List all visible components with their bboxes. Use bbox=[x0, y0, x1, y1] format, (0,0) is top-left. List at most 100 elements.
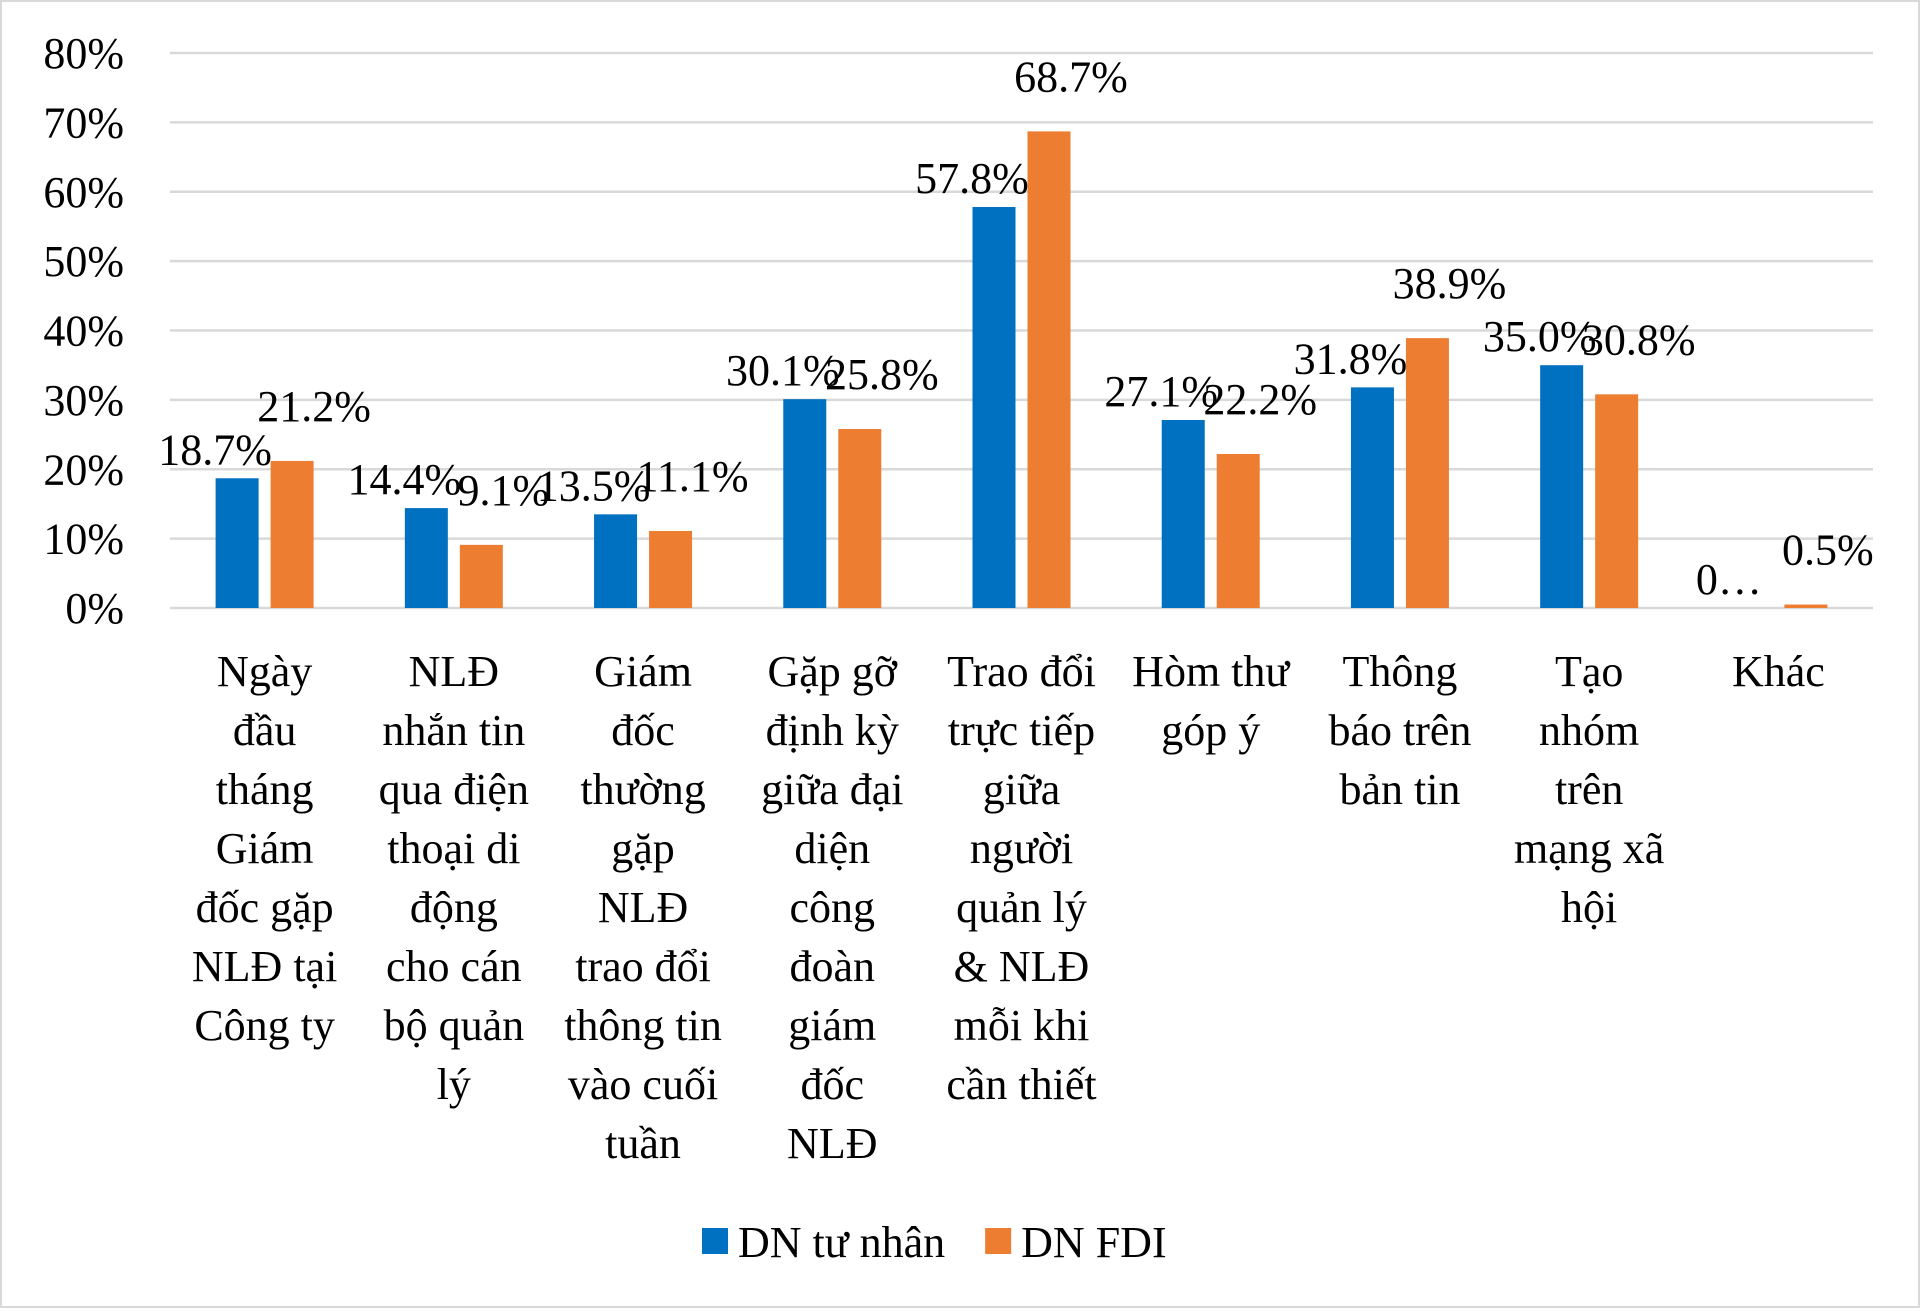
x-category-label: bộ quản bbox=[384, 1001, 525, 1050]
x-category-label: trao đổi bbox=[575, 942, 711, 991]
x-category-label: vào cuối bbox=[568, 1060, 718, 1109]
data-label: 25.8% bbox=[825, 350, 939, 399]
x-category-label: NLĐ bbox=[409, 647, 499, 696]
bar-dn-fdi bbox=[649, 530, 693, 608]
x-category-label: mạng xã bbox=[1514, 824, 1664, 873]
x-category-label: định kỳ bbox=[766, 706, 899, 755]
x-category-label: qua điện bbox=[379, 765, 529, 814]
legend-label: DN tư nhân bbox=[738, 1218, 945, 1267]
x-category-label: diện bbox=[794, 824, 870, 873]
bar-dn-tu-nhan bbox=[1350, 387, 1394, 608]
x-category-label: tháng bbox=[216, 765, 314, 814]
x-category-label: Khác bbox=[1732, 647, 1825, 696]
x-category-label: Gặp gỡ bbox=[767, 647, 897, 696]
bar-dn-fdi bbox=[459, 544, 503, 608]
data-label: 11.1% bbox=[637, 452, 749, 501]
x-category-label: đốc gặp bbox=[196, 883, 334, 932]
bar-dn-fdi bbox=[1027, 131, 1071, 609]
data-label: 57.8% bbox=[915, 154, 1029, 203]
x-category-label: góp ý bbox=[1161, 706, 1260, 755]
bar-dn-fdi bbox=[270, 460, 314, 608]
y-tick-label: 0% bbox=[65, 584, 124, 633]
data-label: 18.7% bbox=[158, 425, 272, 474]
x-category-label: đốc bbox=[801, 1060, 865, 1109]
x-category-label: giám bbox=[788, 1001, 876, 1050]
x-category-label: lý bbox=[437, 1060, 471, 1109]
bar-dn-tu-nhan bbox=[594, 514, 638, 608]
y-tick-label: 60% bbox=[43, 168, 124, 217]
x-category-label: báo trên bbox=[1328, 706, 1471, 755]
data-label: 27.1% bbox=[1104, 367, 1218, 416]
data-label: 30.1% bbox=[726, 346, 840, 395]
x-category-label: NLĐ tại bbox=[192, 942, 337, 991]
data-label: 14.4% bbox=[348, 455, 462, 504]
x-category-label: Trao đổi bbox=[947, 647, 1096, 696]
data-label: 9.1% bbox=[458, 466, 550, 515]
y-tick-label: 10% bbox=[43, 515, 124, 564]
x-category-label: Tạo bbox=[1555, 647, 1623, 696]
bar-dn-tu-nhan bbox=[1161, 419, 1205, 608]
x-category-label: trên bbox=[1555, 765, 1623, 814]
x-category-label: cần thiết bbox=[946, 1060, 1096, 1109]
x-category-label: hội bbox=[1561, 883, 1617, 932]
data-label: 38.9% bbox=[1393, 259, 1507, 308]
legend-swatch bbox=[985, 1228, 1012, 1254]
bar-dn-fdi bbox=[1595, 394, 1639, 608]
x-category-label: giữa bbox=[983, 765, 1061, 814]
bar-dn-tu-nhan bbox=[404, 508, 448, 608]
bar-dn-tu-nhan bbox=[1540, 365, 1584, 608]
x-category-label: Công ty bbox=[194, 1001, 335, 1050]
x-category-label: trực tiếp bbox=[948, 706, 1095, 755]
x-category-label: nhắn tin bbox=[382, 706, 525, 755]
x-category-label: đốc bbox=[611, 706, 675, 755]
bar-dn-fdi bbox=[1405, 338, 1449, 608]
y-tick-label: 20% bbox=[43, 445, 124, 494]
x-category-label: gặp bbox=[611, 824, 675, 873]
x-category-label: Thông bbox=[1342, 647, 1457, 696]
data-label: 68.7% bbox=[1014, 52, 1128, 101]
y-tick-label: 70% bbox=[43, 98, 124, 147]
x-category-label: động bbox=[410, 883, 498, 932]
x-category-label: quản lý bbox=[956, 883, 1087, 932]
x-category-label: thoại di bbox=[387, 824, 520, 873]
data-label: 31.8% bbox=[1294, 334, 1408, 383]
bar-dn-tu-nhan bbox=[215, 478, 259, 608]
x-category-label: Giám bbox=[216, 824, 314, 873]
x-category-label: Hòm thư bbox=[1132, 647, 1291, 696]
x-category-label: NLĐ bbox=[598, 883, 688, 932]
y-tick-label: 40% bbox=[43, 307, 124, 356]
x-category-label: & NLĐ bbox=[954, 942, 1090, 991]
x-category-label: tuần bbox=[605, 1119, 681, 1168]
x-category-label: bản tin bbox=[1339, 765, 1460, 814]
x-category-label: thông tin bbox=[564, 1001, 722, 1050]
data-label: 22.2% bbox=[1203, 375, 1317, 424]
bar-dn-tu-nhan bbox=[972, 207, 1016, 608]
x-category-label: Ngày bbox=[217, 647, 312, 696]
x-category-label: thường bbox=[580, 765, 705, 814]
x-category-label: giữa đại bbox=[761, 765, 903, 814]
y-tick-label: 50% bbox=[43, 237, 124, 286]
x-category-label: Giám bbox=[594, 647, 692, 696]
data-label: 0.5% bbox=[1782, 526, 1874, 575]
legend-label: DN FDI bbox=[1021, 1218, 1166, 1267]
legend-swatch bbox=[702, 1228, 728, 1254]
bar-dn-fdi bbox=[838, 429, 882, 608]
x-category-label: mỗi khi bbox=[954, 1001, 1090, 1050]
x-category-label: nhóm bbox=[1539, 706, 1639, 755]
x-category-label: đầu bbox=[233, 706, 297, 755]
x-category-label: NLĐ bbox=[787, 1119, 877, 1168]
data-label: 21.2% bbox=[257, 382, 371, 431]
x-category-label: đoàn bbox=[790, 942, 876, 991]
data-label: 0… bbox=[1696, 555, 1762, 604]
data-label: 13.5% bbox=[537, 461, 651, 510]
bar-dn-tu-nhan bbox=[783, 399, 827, 608]
bar-dn-fdi bbox=[1784, 604, 1828, 608]
x-category-label: cho cán bbox=[386, 942, 522, 991]
data-label: 35.0% bbox=[1483, 312, 1597, 361]
y-tick-label: 30% bbox=[43, 376, 124, 425]
y-tick-label: 80% bbox=[43, 29, 124, 78]
x-category-label: người bbox=[970, 824, 1073, 873]
bar-dn-fdi bbox=[1216, 453, 1260, 608]
